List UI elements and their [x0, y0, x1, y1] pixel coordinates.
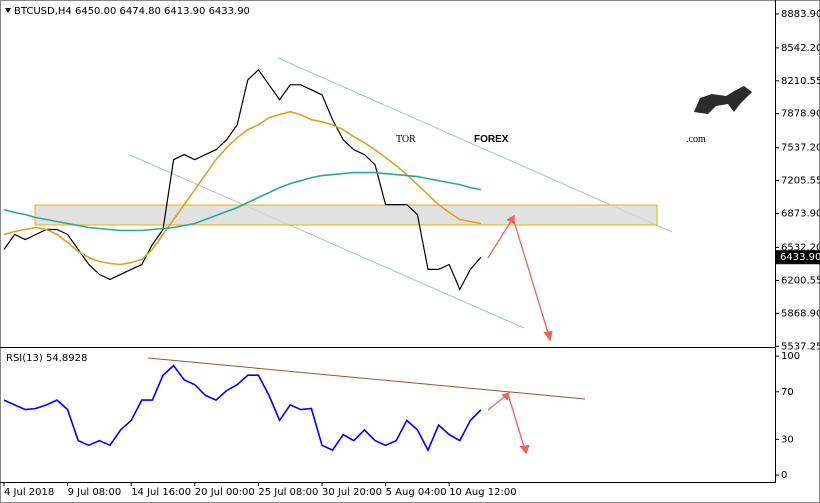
x-tick-label: 4 Jul 2018	[4, 487, 54, 498]
rsi-trendline	[147, 357, 586, 400]
series-line	[3, 110, 482, 266]
y-tick-label: 8210.55	[781, 76, 820, 87]
y-tick-label: 7878.90	[781, 109, 820, 120]
x-tick-label: 14 Jul 16:00	[131, 487, 191, 498]
y-tick-label: 6532.20	[781, 242, 820, 253]
logo: TOR FOREX .com	[396, 86, 752, 145]
resistance-zone	[34, 204, 658, 226]
last-price-box	[776, 250, 820, 265]
y-tick-label: 6200.55	[781, 275, 820, 286]
y-tick-label: 7205.55	[781, 176, 820, 187]
y-tick-label: 7537.20	[781, 143, 820, 154]
y-tick-label: 8883.90	[781, 9, 820, 20]
logo-tor: TOR	[396, 134, 416, 145]
header-arrow	[5, 8, 11, 13]
y-tick-label: 5537.25	[781, 341, 820, 352]
rsi-header: RSI(13) 54.8928	[6, 353, 87, 364]
y-tick-label: 100	[781, 351, 800, 362]
y-tick-label: 70	[781, 387, 794, 398]
series-line	[3, 171, 482, 232]
logo-com: .com	[686, 134, 706, 145]
x-tick-label: 5 Aug 04:00	[386, 487, 447, 498]
x-tick-label: 30 Jul 20:00	[322, 487, 382, 498]
channel-upper	[277, 57, 673, 233]
x-tick-label: 20 Jul 00:00	[195, 487, 255, 498]
y-tick-label: 30	[781, 434, 794, 445]
x-tick-label: 10 Aug 12:00	[449, 487, 516, 498]
last-price-label: 6433.90	[780, 252, 820, 263]
y-tick-label: 8542.20	[781, 43, 820, 54]
y-tick-label: 0	[781, 470, 787, 481]
series-line	[3, 364, 482, 452]
y-tick-label: 6873.90	[781, 209, 820, 220]
logo-forex: FOREX	[474, 134, 509, 145]
x-tick-label: 25 Jul 08:00	[258, 487, 318, 498]
y-tick-label: 5868.90	[781, 308, 820, 319]
series-line	[3, 68, 482, 291]
x-tick-label: 9 Jul 08:00	[68, 487, 122, 498]
logo-bull	[694, 86, 752, 114]
chart-header: BTCUSD,H4 6450.00 6474.80 6413.90 6433.9…	[14, 6, 250, 17]
forecast-arrows	[487, 214, 553, 455]
channel-lower	[129, 154, 525, 329]
